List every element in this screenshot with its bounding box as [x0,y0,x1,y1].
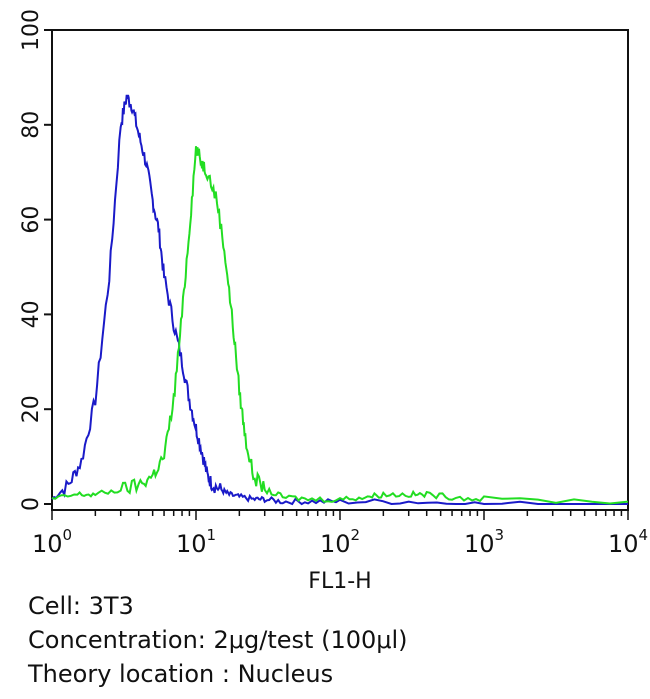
caption-cell: Cell: 3T3 [28,592,134,620]
histogram-series-line [51,94,628,506]
caption-concentration: Concentration: 2μg/test (100μl) [28,626,408,654]
x-tick-label: 103 [464,526,504,558]
x-tick-label: 101 [176,526,216,558]
series-layer [51,94,629,506]
y-tick-label: 40 [19,300,44,328]
x-tick-label: 102 [320,526,360,558]
y-tick-label: 60 [19,206,44,234]
plot-frame [51,29,629,511]
y-tick-label: 100 [19,9,44,51]
x-axis-label: FL1-H [308,569,371,590]
y-tick-label: 0 [19,497,44,511]
histogram-chart: 0 20 40 60 80 100 100 101 102 103 104 FL1-H [19,9,648,590]
y-tick-label: 20 [19,395,44,423]
caption-location: Theory location : Nucleus [28,660,334,688]
x-tick-label: 104 [608,526,648,558]
x-tick-label: 100 [32,526,72,558]
histogram-series-line [51,146,629,505]
y-axis: 0 20 40 60 80 100 [19,9,52,511]
x-axis: 100 101 102 103 104 [32,510,648,558]
y-tick-label: 80 [19,111,44,139]
